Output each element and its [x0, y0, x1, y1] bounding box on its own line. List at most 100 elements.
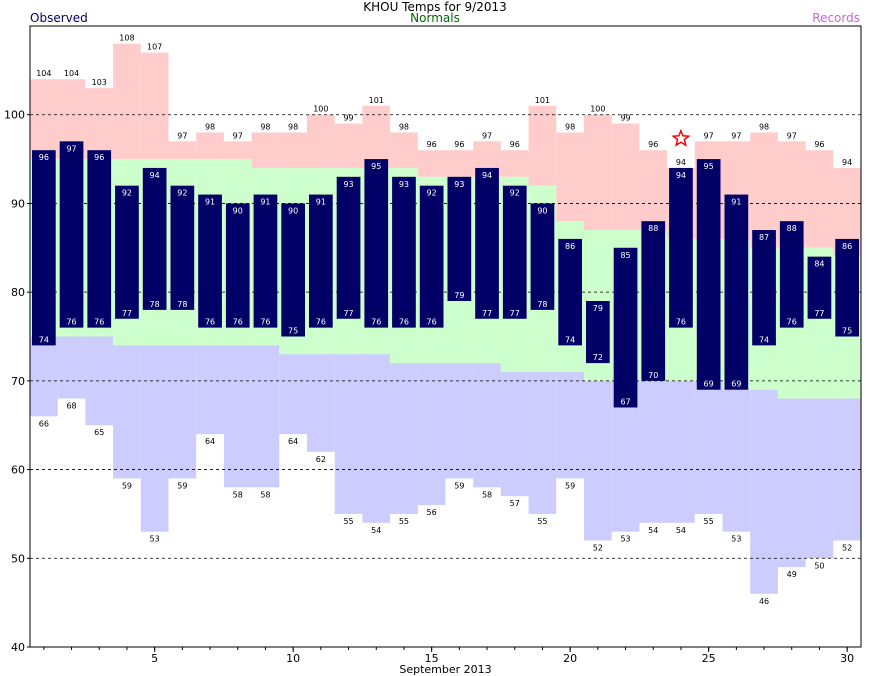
- observed-bar: [530, 203, 555, 310]
- record-low-label: 58: [233, 490, 243, 499]
- record-high-label: 101: [535, 96, 550, 105]
- observed-high-label: 93: [399, 180, 409, 189]
- observed-low-label: 79: [454, 291, 464, 300]
- record-high-band: [307, 114, 335, 168]
- record-low-band: [639, 380, 668, 523]
- record-low-band: [251, 345, 280, 488]
- record-high-band: [445, 150, 474, 177]
- record-high-band: [639, 150, 668, 231]
- observed-bar: [752, 230, 776, 346]
- observed-low-label: 67: [620, 397, 630, 406]
- observed-high-label: 93: [454, 180, 464, 189]
- x-tick-label: 25: [702, 652, 716, 665]
- record-low-band: [57, 336, 86, 399]
- record-low-label: 56: [427, 508, 437, 517]
- record-high-label: 97: [731, 131, 741, 140]
- observed-high-label: 91: [316, 198, 326, 207]
- observed-low-label: 76: [260, 318, 270, 327]
- record-low-band: [694, 380, 723, 514]
- y-tick-label: 70: [11, 375, 25, 388]
- observed-high-label: 79: [593, 304, 603, 313]
- observed-high-label: 86: [565, 242, 575, 251]
- record-low-label: 58: [260, 490, 270, 499]
- observed-low-label: 76: [399, 318, 409, 327]
- record-low-label: 53: [620, 535, 630, 544]
- observed-high-label: 96: [94, 153, 104, 162]
- record-low-label: 55: [537, 517, 547, 526]
- record-high-label: 97: [704, 131, 714, 140]
- record-low-band: [362, 354, 391, 523]
- record-low-label: 57: [510, 499, 520, 508]
- observed-high-label: 93: [343, 180, 353, 189]
- record-high-label: 100: [590, 105, 605, 114]
- observed-low-label: 76: [676, 318, 686, 327]
- observed-bar: [696, 159, 721, 390]
- record-low-band: [584, 380, 612, 541]
- observed-bar: [115, 185, 139, 319]
- observed-low-label: 69: [731, 380, 741, 389]
- observed-bar: [281, 203, 305, 337]
- observed-low-label: 72: [593, 353, 603, 362]
- record-high-label: 107: [147, 43, 162, 52]
- record-high-label: 101: [369, 96, 384, 105]
- record-low-band: [473, 363, 501, 488]
- record-low-band: [445, 363, 474, 479]
- record-low-band: [750, 389, 778, 594]
- record-low-label: 59: [177, 481, 187, 490]
- record-high-label: 99: [620, 114, 630, 123]
- observed-high-label: 90: [537, 206, 547, 215]
- legend-observed: Observed: [30, 11, 88, 25]
- record-low-label: 58: [482, 490, 492, 499]
- record-low-band: [307, 354, 335, 452]
- record-high-label: 98: [205, 122, 215, 131]
- observed-low-label: 76: [787, 318, 797, 327]
- record-low-band: [500, 371, 529, 497]
- x-tick-label: 30: [840, 652, 854, 665]
- observed-high-label: 92: [122, 189, 132, 198]
- record-high-label: 97: [233, 131, 243, 140]
- observed-low-label: 77: [122, 309, 132, 318]
- record-high-label: 94: [842, 158, 852, 167]
- record-low-label: 52: [593, 544, 603, 553]
- observed-bar: [32, 150, 56, 346]
- record-high-band: [113, 43, 141, 160]
- plot-frame: [29, 25, 862, 648]
- record-high-band: [334, 123, 363, 168]
- record-low-label: 59: [454, 481, 464, 490]
- observed-high-label: 84: [814, 260, 824, 269]
- record-low-label: 52: [842, 544, 852, 553]
- record-high-band: [30, 79, 58, 160]
- observed-bar: [724, 194, 749, 390]
- observed-low-label: 74: [759, 335, 769, 344]
- observed-bar: [502, 185, 527, 319]
- record-high-band: [750, 132, 778, 248]
- record-high-label: 94: [676, 158, 686, 167]
- observed-bar: [613, 247, 638, 408]
- observed-high-label: 92: [510, 189, 520, 198]
- record-low-label: 53: [731, 535, 741, 544]
- record-high-label: 98: [288, 122, 298, 131]
- record-low-label: 53: [150, 535, 160, 544]
- record-low-label: 46: [759, 597, 769, 606]
- record-high-label: 96: [427, 140, 437, 149]
- observed-low-label: 76: [427, 318, 437, 327]
- observed-high-label: 92: [177, 189, 187, 198]
- record-low-label: 64: [288, 437, 298, 446]
- observed-high-label: 85: [620, 251, 630, 260]
- observed-high-label: 88: [787, 224, 797, 233]
- y-tick-label: 90: [11, 197, 25, 210]
- record-high-label: 96: [814, 140, 824, 149]
- x-axis-label: September 2013: [399, 663, 491, 676]
- record-high-band: [390, 132, 418, 168]
- record-low-band: [556, 371, 584, 479]
- observed-bar: [170, 185, 195, 310]
- record-low-band: [417, 363, 446, 506]
- record-high-band: [196, 132, 224, 160]
- observed-bar: [779, 221, 804, 328]
- y-tick-label: 50: [11, 552, 25, 565]
- record-high-label: 97: [177, 131, 187, 140]
- record-high-band: [362, 105, 391, 168]
- record-low-band: [805, 398, 834, 559]
- record-low-band: [334, 354, 363, 514]
